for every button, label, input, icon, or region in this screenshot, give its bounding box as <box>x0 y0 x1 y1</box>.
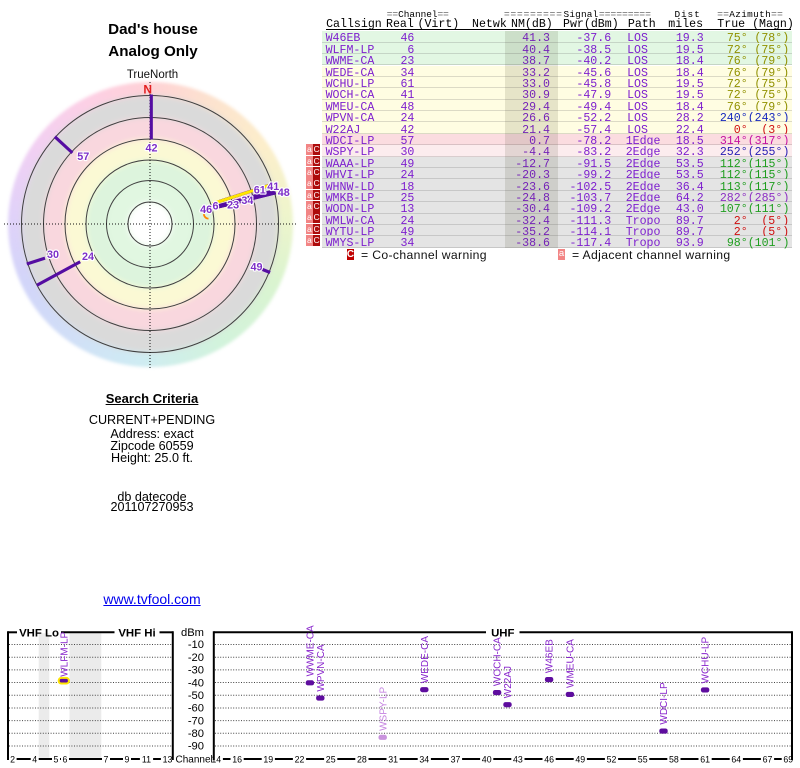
svg-text:13: 13 <box>163 754 173 764</box>
svg-text:-80: -80 <box>188 728 204 740</box>
svg-text:2: 2 <box>10 754 15 764</box>
svg-text:22: 22 <box>295 754 305 764</box>
svg-text:4: 4 <box>32 754 37 764</box>
svg-text:52: 52 <box>607 754 617 764</box>
svg-text:55: 55 <box>638 754 648 764</box>
svg-text:N: N <box>143 83 152 97</box>
svg-text:WEDE-CA: WEDE-CA <box>420 636 431 684</box>
svg-text:TrueNorth: TrueNorth <box>127 69 178 81</box>
svg-text:W46EB: W46EB <box>545 639 556 673</box>
svg-text:WWME-CA: WWME-CA <box>306 625 317 676</box>
svg-text:41: 41 <box>267 181 279 193</box>
svg-text:43: 43 <box>513 754 523 764</box>
svg-text:11: 11 <box>142 754 151 764</box>
svg-text:-30: -30 <box>188 665 204 677</box>
svg-text:49: 49 <box>250 261 262 273</box>
svg-text:67: 67 <box>763 754 773 764</box>
svg-text:69: 69 <box>783 754 793 764</box>
svg-text:23: 23 <box>227 200 239 212</box>
svg-text:-40: -40 <box>188 677 204 689</box>
svg-text:25: 25 <box>326 754 336 764</box>
svg-text:-90: -90 <box>188 741 204 753</box>
svg-text:9: 9 <box>125 754 130 764</box>
svg-text:58: 58 <box>669 754 679 764</box>
svg-text:61: 61 <box>700 754 710 764</box>
svg-text:Channel: Channel <box>176 754 213 765</box>
svg-text:-50: -50 <box>188 690 204 702</box>
svg-text:-10: -10 <box>188 639 204 651</box>
svg-text:16: 16 <box>232 754 242 764</box>
svg-text:6: 6 <box>63 754 68 764</box>
svg-text:WLFM-LP: WLFM-LP <box>59 631 70 676</box>
svg-text:61: 61 <box>254 185 266 197</box>
svg-text:40: 40 <box>482 754 492 764</box>
svg-text:37: 37 <box>451 754 461 764</box>
svg-text:-60: -60 <box>188 703 204 715</box>
svg-text:42: 42 <box>145 143 157 155</box>
svg-text:-70: -70 <box>188 715 204 727</box>
svg-text:WSPY-LP: WSPY-LP <box>378 686 389 730</box>
svg-text:57: 57 <box>77 151 89 163</box>
svg-text:48: 48 <box>278 187 290 199</box>
svg-text:31: 31 <box>388 754 398 764</box>
svg-text:7: 7 <box>104 754 109 764</box>
svg-text:-20: -20 <box>188 652 204 664</box>
svg-text:UHF: UHF <box>491 628 514 640</box>
svg-text:5: 5 <box>54 754 59 764</box>
svg-text:34: 34 <box>241 195 253 207</box>
svg-text:34: 34 <box>419 754 429 764</box>
svg-text:24: 24 <box>82 251 94 263</box>
svg-text:WPVN-CA: WPVN-CA <box>316 644 327 692</box>
svg-text:VHF Lo: VHF Lo <box>19 628 59 640</box>
svg-text:WOCH-CA: WOCH-CA <box>493 637 504 686</box>
svg-text:46: 46 <box>200 204 212 216</box>
svg-text:30: 30 <box>47 249 59 261</box>
svg-text:28: 28 <box>357 754 367 764</box>
svg-text:W22AJ: W22AJ <box>503 666 514 698</box>
svg-text:WCHU-LP: WCHU-LP <box>701 637 712 684</box>
svg-text:dBm: dBm <box>181 627 204 639</box>
svg-text:6: 6 <box>212 201 218 213</box>
svg-text:WMEU-CA: WMEU-CA <box>566 639 577 688</box>
svg-text:64: 64 <box>731 754 741 764</box>
svg-text:46: 46 <box>544 754 554 764</box>
svg-text:49: 49 <box>575 754 585 764</box>
svg-text:19: 19 <box>263 754 273 764</box>
svg-text:14: 14 <box>211 754 221 764</box>
svg-text:WDCI-LP: WDCI-LP <box>659 682 670 725</box>
svg-text:VHF Hi: VHF Hi <box>118 628 155 640</box>
